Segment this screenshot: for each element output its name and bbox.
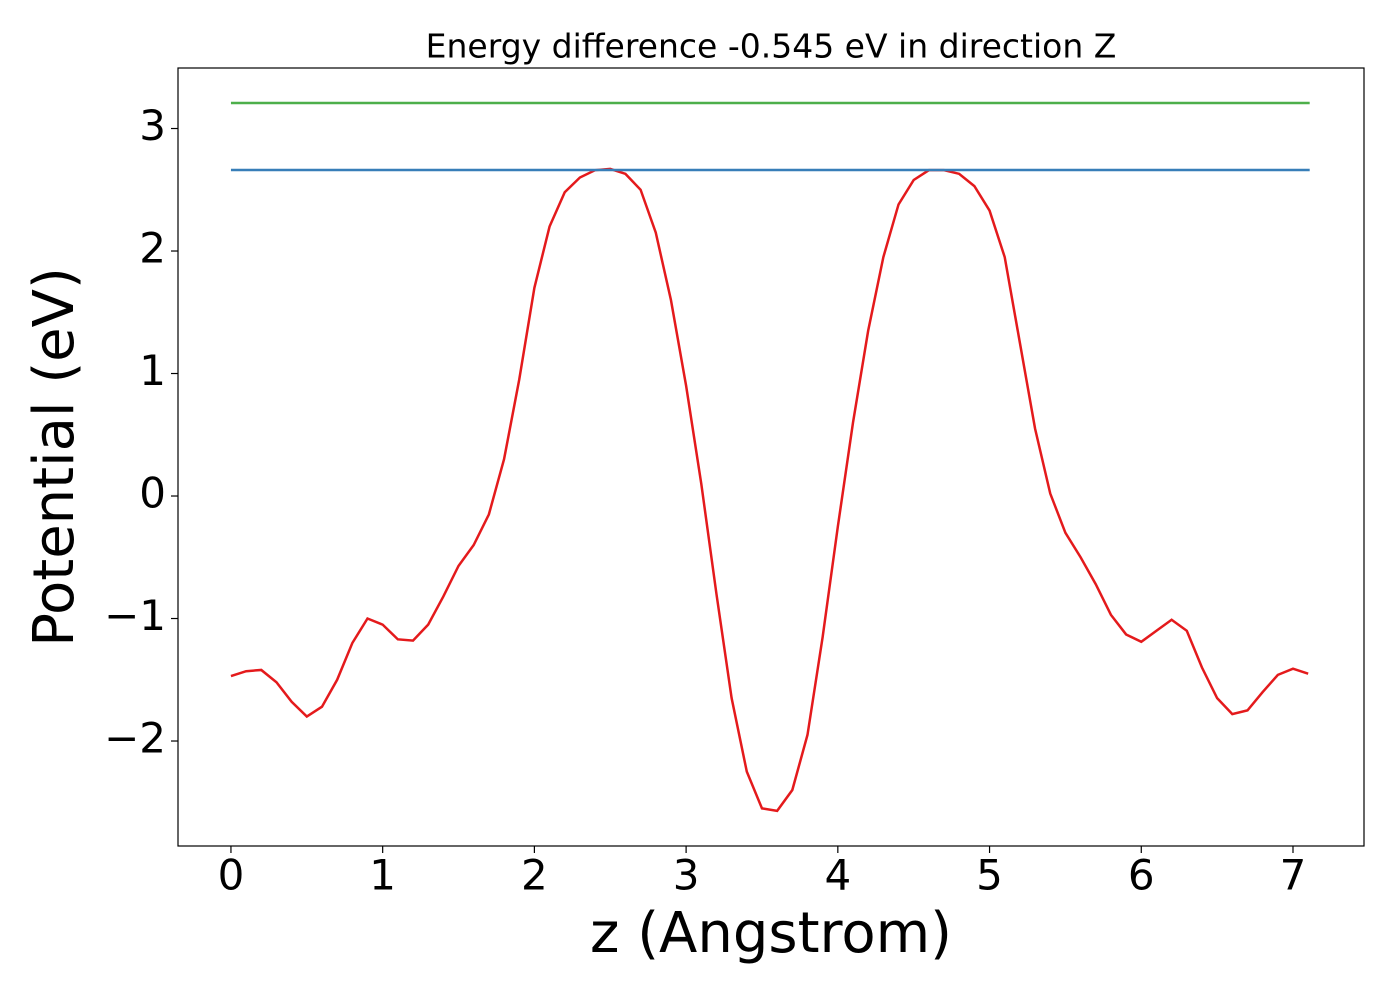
plot-frame bbox=[177, 67, 1365, 847]
y-tick-label: 0 bbox=[139, 469, 166, 518]
y-tick-label: 1 bbox=[139, 346, 166, 395]
chart-title: Energy difference -0.545 eV in direction… bbox=[426, 27, 1117, 66]
x-tick-label: 7 bbox=[1280, 851, 1307, 900]
x-tick-label: 2 bbox=[521, 851, 548, 900]
x-tick-label: 3 bbox=[673, 851, 700, 900]
line-series bbox=[230, 167, 1309, 813]
y-tick-label: −2 bbox=[104, 714, 166, 763]
y-axis-label: Potential (eV) bbox=[22, 267, 87, 647]
y-tick-label: −1 bbox=[104, 591, 166, 640]
y-tick-label: 3 bbox=[139, 101, 166, 150]
x-tick-label: 1 bbox=[369, 851, 396, 900]
x-axis-label: z (Angstrom) bbox=[590, 901, 952, 966]
x-tick-label: 4 bbox=[824, 851, 851, 900]
x-tick-label: 6 bbox=[1128, 851, 1155, 900]
x-tick-label: 0 bbox=[218, 851, 245, 900]
y-tick-label: 2 bbox=[139, 224, 166, 273]
x-tick-label: 5 bbox=[976, 851, 1003, 900]
